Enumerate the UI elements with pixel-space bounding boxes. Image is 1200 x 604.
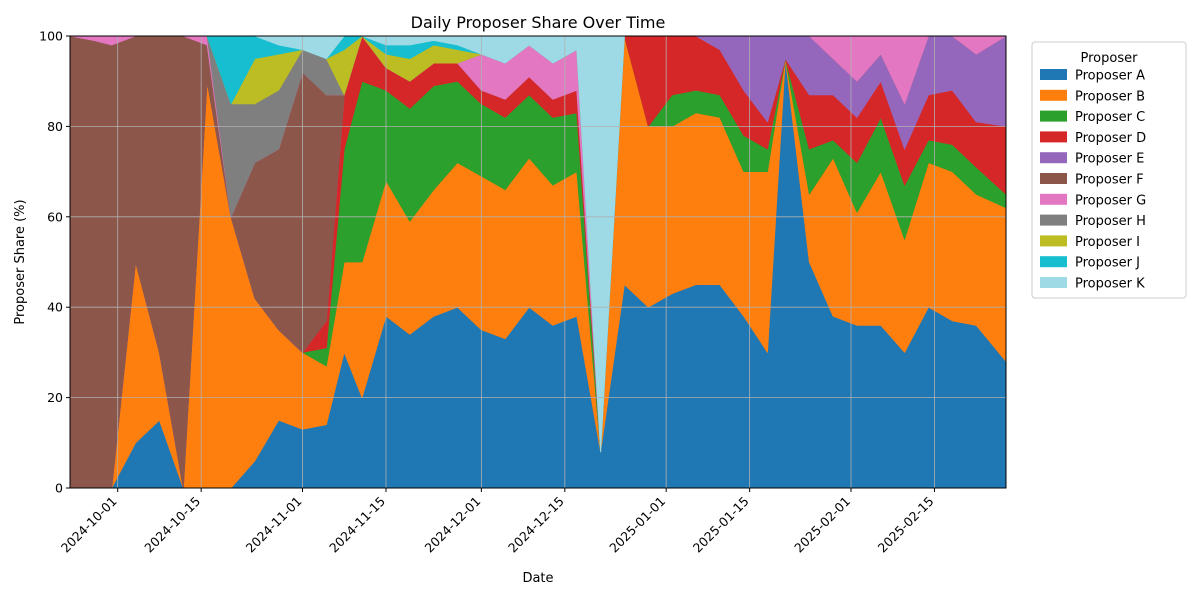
x-tick-label: 2025-01-01 bbox=[606, 494, 668, 556]
legend-label: Proposer H bbox=[1075, 214, 1146, 229]
legend-label: Proposer I bbox=[1075, 235, 1140, 250]
y-tick-label: 0 bbox=[55, 481, 63, 496]
legend-swatch bbox=[1040, 131, 1067, 143]
plot-frame bbox=[69, 35, 1007, 489]
x-tick-label: 2024-10-01 bbox=[58, 494, 120, 556]
legend: Proposer Proposer A Proposer B Proposer C P… bbox=[1031, 41, 1187, 299]
y-tick-label: 40 bbox=[47, 300, 63, 315]
x-tick-label: 2024-12-15 bbox=[505, 494, 567, 556]
legend-swatch bbox=[1040, 110, 1067, 122]
x-tick-label: 2024-11-01 bbox=[243, 494, 305, 556]
x-axis-label: Date bbox=[522, 571, 553, 586]
legend-label: Proposer K bbox=[1075, 277, 1145, 292]
legend-swatch bbox=[1040, 214, 1067, 226]
x-tick-label: 2024-11-15 bbox=[326, 494, 388, 556]
x-tick-label: 2025-02-01 bbox=[791, 494, 853, 556]
legend-label: Proposer D bbox=[1075, 131, 1146, 146]
legend-label: Proposer J bbox=[1075, 256, 1140, 271]
chart-title: Daily Proposer Share Over Time bbox=[411, 13, 666, 32]
legend-label: Proposer G bbox=[1075, 193, 1146, 208]
y-tick-label: 20 bbox=[47, 390, 63, 405]
legend-swatch bbox=[1040, 69, 1067, 80]
legend-label: Proposer B bbox=[1075, 89, 1145, 104]
legend-swatch bbox=[1040, 152, 1067, 164]
legend-swatch bbox=[1040, 193, 1067, 205]
legend-box bbox=[1031, 41, 1187, 299]
area-layers bbox=[69, 35, 1007, 489]
legend-swatch bbox=[1040, 89, 1067, 101]
legend-swatch bbox=[1040, 277, 1067, 288]
legend-swatch bbox=[1040, 173, 1067, 184]
y-tick-label: 100 bbox=[39, 29, 63, 44]
legend-label: Proposer C bbox=[1075, 110, 1145, 125]
legend-label: Proposer F bbox=[1075, 173, 1144, 188]
x-tick-label: 2024-12-01 bbox=[422, 494, 484, 556]
legend-label: Proposer E bbox=[1075, 152, 1144, 167]
x-tick-label: 2025-02-15 bbox=[875, 494, 937, 556]
y-tick-label: 80 bbox=[47, 119, 63, 134]
x-tick-label: 2025-01-15 bbox=[690, 494, 752, 556]
legend-label: Proposer A bbox=[1075, 69, 1145, 84]
legend-title: Proposer bbox=[1081, 51, 1139, 66]
legend-swatch bbox=[1040, 256, 1067, 268]
x-tick-label: 2024-10-15 bbox=[141, 494, 203, 556]
legend-swatch bbox=[1040, 235, 1067, 247]
y-tick-label: 60 bbox=[47, 209, 63, 224]
y-axis-label: Proposer Share (%) bbox=[13, 199, 28, 324]
